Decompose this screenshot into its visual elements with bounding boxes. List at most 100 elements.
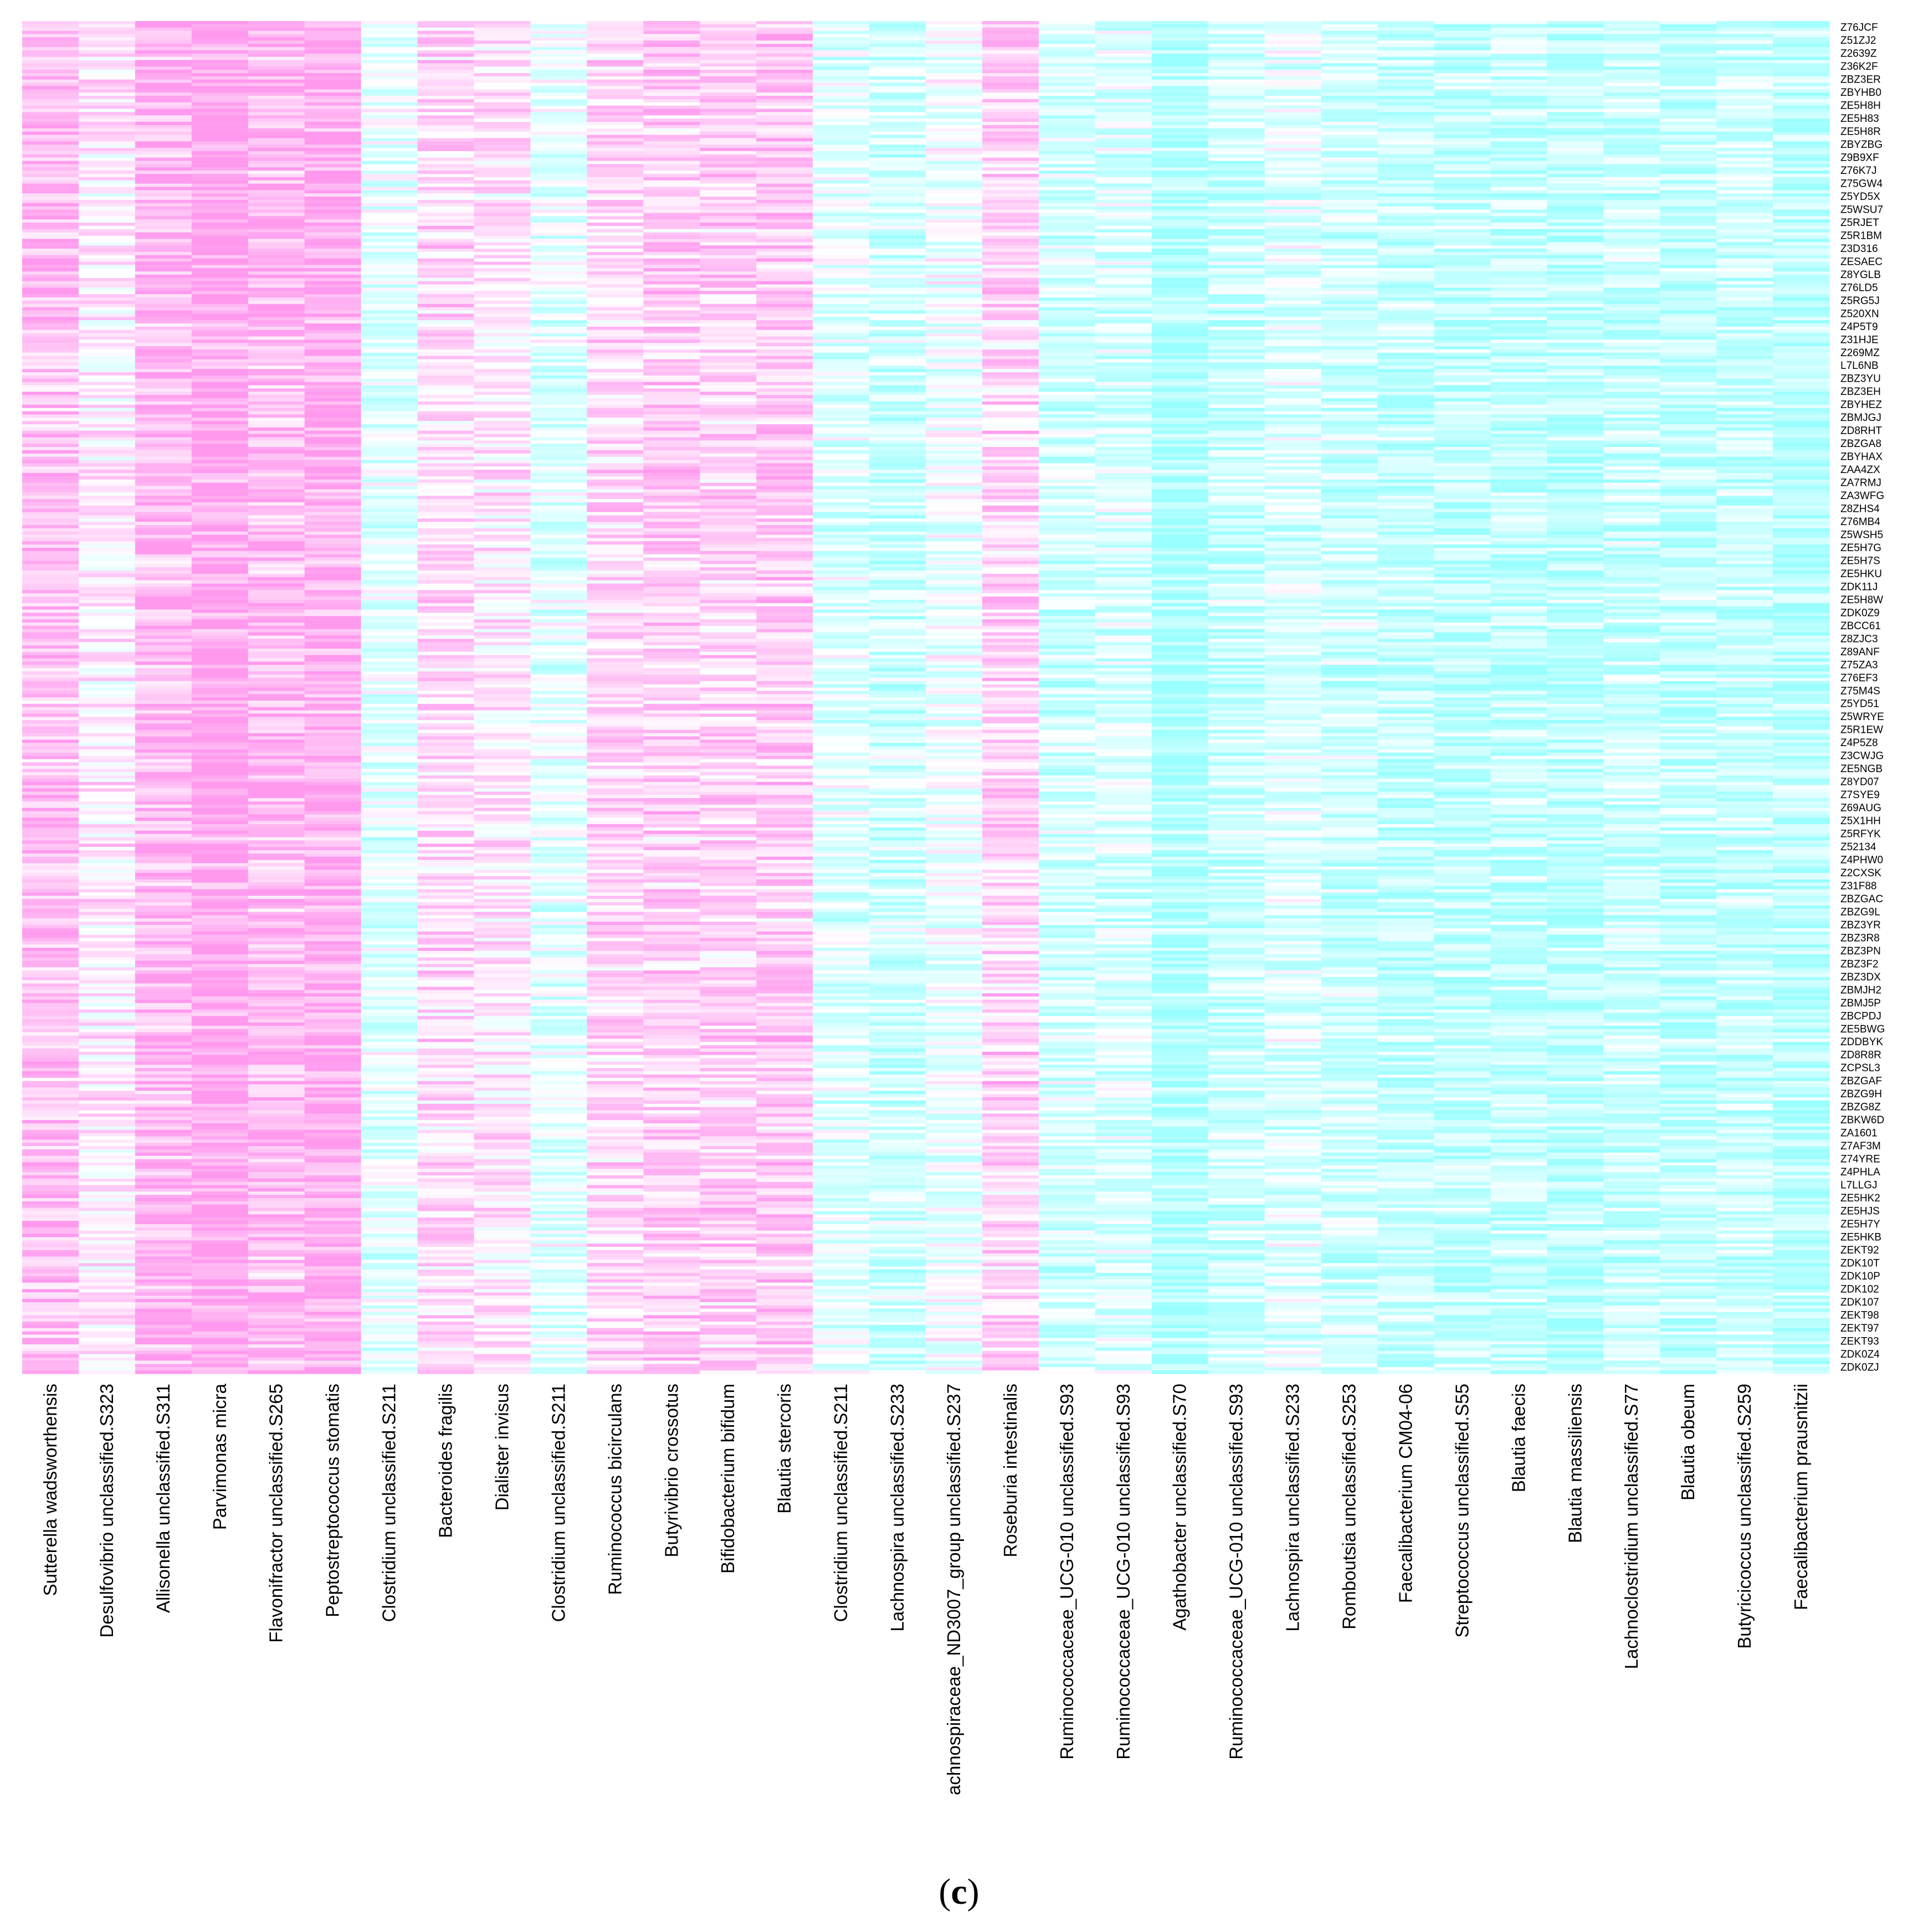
heatmap-cell — [1152, 203, 1209, 207]
heatmap-cell — [1660, 473, 1717, 476]
heatmap-cell — [813, 119, 870, 122]
heatmap-cell — [869, 271, 926, 275]
heatmap-cell — [926, 428, 983, 431]
heatmap-cell — [1208, 190, 1265, 193]
heatmap-cell — [1265, 190, 1322, 193]
heatmap-cell — [587, 223, 644, 226]
heatmap-cell — [135, 492, 192, 496]
heatmap-cell — [1773, 115, 1830, 119]
heatmap-cell — [1773, 164, 1830, 167]
heatmap-cell — [1039, 502, 1096, 506]
heatmap-cell — [1603, 450, 1660, 454]
heatmap-cell — [1039, 492, 1096, 496]
heatmap-cell — [869, 181, 926, 184]
heatmap-cell — [982, 181, 1039, 184]
heatmap-cell — [813, 395, 870, 398]
heatmap-cell — [1716, 301, 1773, 304]
heatmap-cell — [248, 138, 305, 141]
heatmap-cell — [926, 164, 983, 167]
heatmap-cell — [361, 463, 418, 466]
heatmap-cell — [982, 209, 1039, 213]
heatmap-cell — [756, 421, 813, 424]
heatmap-cell — [1716, 200, 1773, 203]
heatmap-cell — [1152, 434, 1209, 438]
heatmap-cell — [1490, 96, 1547, 99]
heatmap-cell — [700, 73, 757, 76]
heatmap-cell — [700, 525, 757, 528]
heatmap-cell — [982, 434, 1039, 438]
heatmap-cell — [1434, 310, 1491, 314]
heatmap-cell — [474, 141, 531, 145]
heatmap-cell — [192, 444, 249, 447]
heatmap-cell — [192, 379, 249, 382]
heatmap-cell — [474, 259, 531, 262]
heatmap-cell — [1378, 83, 1435, 86]
heatmap-cell — [982, 44, 1039, 47]
heatmap-cell — [305, 405, 362, 408]
heatmap-cell — [192, 99, 249, 102]
heatmap-cell — [643, 437, 700, 440]
heatmap-cell — [813, 379, 870, 382]
heatmap-cell — [248, 271, 305, 275]
heatmap-cell — [1039, 66, 1096, 70]
heatmap-cell — [22, 359, 79, 363]
heatmap-cell — [135, 76, 192, 80]
heatmap-cell — [418, 112, 475, 115]
heatmap-cell — [700, 60, 757, 63]
heatmap-cell — [926, 83, 983, 86]
heatmap-cell — [869, 171, 926, 174]
heatmap-cell — [79, 408, 136, 412]
heatmap-cell — [1095, 47, 1152, 50]
heatmap-cell — [1208, 287, 1265, 291]
heatmap-cell — [1321, 184, 1378, 187]
heatmap-cell — [1660, 193, 1717, 197]
heatmap-cell — [79, 525, 136, 528]
heatmap-cell — [1547, 492, 1604, 496]
heatmap-cell — [1208, 115, 1265, 119]
heatmap-cell — [1321, 158, 1378, 161]
heatmap-cell — [813, 245, 870, 249]
heatmap-cell — [756, 219, 813, 223]
heatmap-cell — [587, 119, 644, 122]
heatmap-cell — [700, 336, 757, 340]
heatmap-cell — [869, 340, 926, 343]
heatmap-cell — [1434, 362, 1491, 366]
heatmap-cell — [1208, 80, 1265, 83]
heatmap-cell — [1095, 346, 1152, 350]
heatmap-cell — [1208, 242, 1265, 245]
heatmap-cell — [192, 333, 249, 337]
heatmap-cell — [474, 219, 531, 223]
heatmap-cell — [1603, 80, 1660, 83]
heatmap-cell — [418, 421, 475, 424]
heatmap-cell — [530, 203, 587, 207]
heatmap-cell — [418, 320, 475, 323]
heatmap-cell — [813, 431, 870, 434]
heatmap-cell — [1265, 489, 1322, 492]
heatmap-cell — [1660, 99, 1717, 102]
heatmap-cell — [361, 284, 418, 287]
heatmap-cell — [1603, 70, 1660, 73]
heatmap-cell — [474, 414, 531, 418]
heatmap-cell — [869, 96, 926, 99]
heatmap-cell — [1603, 115, 1660, 119]
heatmap-cell — [643, 271, 700, 275]
heatmap-cell — [248, 379, 305, 382]
heatmap-cell — [22, 177, 79, 181]
heatmap-cell — [1378, 428, 1435, 431]
heatmap-cell — [79, 119, 136, 122]
heatmap-cell — [1434, 223, 1491, 226]
heatmap-cell — [1378, 125, 1435, 129]
heatmap-cell — [1039, 411, 1096, 414]
heatmap-cell — [418, 480, 475, 483]
heatmap-cell — [474, 294, 531, 297]
heatmap-cell — [869, 216, 926, 219]
heatmap-cell — [700, 486, 757, 489]
heatmap-cell — [305, 327, 362, 330]
heatmap-cell — [587, 151, 644, 155]
heatmap-cell — [756, 450, 813, 454]
heatmap-cell — [1773, 242, 1830, 245]
heatmap-cell — [813, 80, 870, 83]
heatmap-cell — [22, 109, 79, 112]
heatmap-cell — [1321, 60, 1378, 63]
heatmap-cell — [530, 197, 587, 200]
